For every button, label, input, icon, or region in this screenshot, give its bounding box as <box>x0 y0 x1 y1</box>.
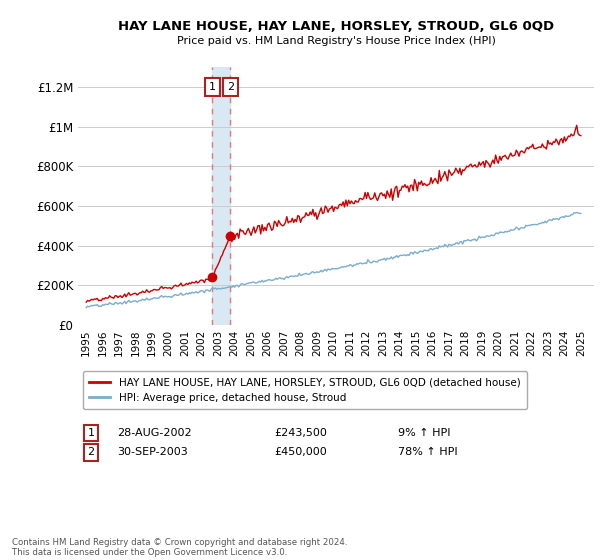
Text: Price paid vs. HM Land Registry's House Price Index (HPI): Price paid vs. HM Land Registry's House … <box>176 36 496 46</box>
Text: 2: 2 <box>88 447 94 458</box>
Text: 9% ↑ HPI: 9% ↑ HPI <box>398 428 451 438</box>
Legend: HAY LANE HOUSE, HAY LANE, HORSLEY, STROUD, GL6 0QD (detached house), HPI: Averag: HAY LANE HOUSE, HAY LANE, HORSLEY, STROU… <box>83 371 527 409</box>
Text: £243,500: £243,500 <box>274 428 327 438</box>
Text: 28-AUG-2002: 28-AUG-2002 <box>116 428 191 438</box>
Text: 30-SEP-2003: 30-SEP-2003 <box>116 447 187 458</box>
Text: Contains HM Land Registry data © Crown copyright and database right 2024.
This d: Contains HM Land Registry data © Crown c… <box>12 538 347 557</box>
Text: 1: 1 <box>209 82 216 92</box>
Text: 2: 2 <box>227 82 234 92</box>
Text: 1: 1 <box>88 428 94 438</box>
Text: 78% ↑ HPI: 78% ↑ HPI <box>398 447 458 458</box>
Bar <box>212 67 230 325</box>
Text: HAY LANE HOUSE, HAY LANE, HORSLEY, STROUD, GL6 0QD: HAY LANE HOUSE, HAY LANE, HORSLEY, STROU… <box>118 20 554 32</box>
Text: £450,000: £450,000 <box>274 447 327 458</box>
